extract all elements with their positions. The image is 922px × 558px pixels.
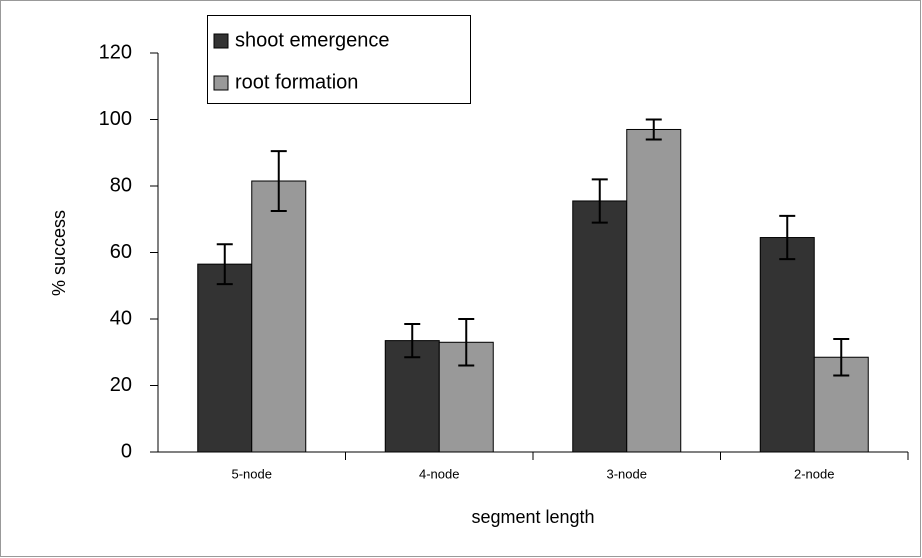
error-bar [645, 118, 662, 141]
x-tick-label: 3-node [607, 466, 647, 481]
y-tick-label: 100 [99, 108, 132, 130]
legend-swatch [213, 75, 229, 91]
y-tick-label: 20 [110, 374, 132, 396]
y-tick-label: 40 [110, 307, 132, 329]
bar [197, 263, 253, 453]
y-tick-label: 0 [121, 440, 132, 462]
error-bar [833, 337, 850, 377]
bar [384, 340, 440, 453]
error-bar [458, 318, 475, 367]
y-tick-label: 120 [99, 41, 132, 63]
legend-label: shoot emergence [235, 29, 390, 51]
bar [572, 200, 628, 453]
x-tick-label: 5-node [232, 466, 272, 481]
error-bar [591, 178, 608, 224]
error-bar [270, 150, 287, 212]
bar [251, 180, 307, 453]
error-bar [216, 243, 233, 286]
legend-swatch [213, 33, 229, 49]
y-axis-label: % success [49, 210, 69, 296]
error-bar [404, 322, 421, 359]
x-axis-label: segment length [471, 507, 594, 527]
legend-box [207, 15, 471, 104]
y-tick-label: 60 [110, 241, 132, 263]
error-bar [779, 214, 796, 261]
x-tick-label: 4-node [419, 466, 459, 481]
bar [626, 128, 682, 453]
legend-label: root formation [235, 71, 358, 93]
x-tick-label: 2-node [794, 466, 834, 481]
bar [759, 237, 815, 453]
y-tick-label: 80 [110, 174, 132, 196]
